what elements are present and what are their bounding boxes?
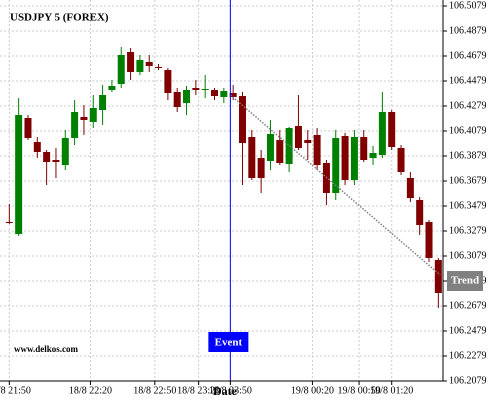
candle-body — [304, 140, 312, 143]
trend-line — [229, 94, 441, 276]
candle-body — [71, 112, 79, 138]
candle-body — [15, 115, 23, 234]
y-tick-label: 106.3279 — [449, 225, 487, 236]
y-tick-label: 106.2279 — [449, 350, 487, 361]
candle-body — [164, 70, 172, 93]
candle-body — [294, 126, 302, 148]
candle-body — [434, 260, 442, 293]
y-tick-label: 106.3479 — [449, 200, 487, 211]
x-tick-label: 18/8 23:20 — [177, 385, 220, 396]
y-tick-label: 106.3679 — [449, 175, 487, 186]
candle-body — [313, 135, 321, 165]
candle-body — [80, 117, 88, 120]
candle-body — [173, 92, 181, 107]
candle-body — [341, 136, 349, 180]
candle-body — [285, 128, 293, 164]
y-tick-label: 106.4479 — [449, 75, 487, 86]
candle-body — [61, 138, 69, 165]
candle-body — [388, 112, 396, 147]
x-tick-label: 18/8 22:50 — [133, 385, 176, 396]
candle-body — [117, 55, 125, 84]
candle-body — [248, 137, 256, 178]
marks — [5, 0, 442, 381]
watermark: www.delkos.com — [14, 344, 79, 354]
y-tick-label: 106.4679 — [449, 50, 487, 61]
candle-body — [266, 134, 274, 161]
y-tick-label: 106.4079 — [449, 125, 487, 136]
y-tick-label: 106.2679 — [449, 300, 487, 311]
candle-body — [397, 148, 405, 172]
candle-body — [416, 200, 424, 225]
candle-body — [425, 222, 433, 258]
y-tick-label: 106.5079 — [449, 0, 487, 11]
y-tick-label: 106.2079 — [449, 375, 487, 386]
candle-body — [89, 108, 97, 122]
y-tick-label: 106.4879 — [449, 25, 487, 36]
y-tick-label: 106.2479 — [449, 325, 487, 336]
trend-label-box — [447, 271, 483, 291]
event-label-box — [208, 332, 249, 352]
chart-title: USDJPY 5 (FOREX) — [10, 12, 109, 24]
candle-body — [332, 138, 340, 193]
x-tick-label: 19/8 01:20 — [370, 385, 413, 396]
candle-body — [108, 86, 116, 90]
candle-body — [5, 222, 13, 223]
candle-body — [257, 158, 265, 178]
x-tick-label: 18/8 22:20 — [69, 385, 112, 396]
y-tick-label: 106.3079 — [449, 250, 487, 261]
candle-body — [183, 90, 191, 103]
candle-body — [155, 67, 163, 68]
event-label: Event — [215, 337, 243, 349]
candle-body — [201, 89, 209, 90]
candle-body — [238, 96, 246, 143]
candle-body — [99, 95, 107, 110]
candle-body — [360, 137, 368, 160]
candle-body — [406, 178, 414, 198]
candle-body — [192, 88, 200, 90]
candle-body — [136, 60, 144, 72]
x-axis-title: Date — [213, 384, 238, 398]
x-tick-label: 18/8 21:50 — [0, 385, 31, 396]
x-tick-label: 19/8 00:20 — [291, 385, 334, 396]
candle-body — [350, 137, 358, 180]
x-tick-label: 19/8 00:50 — [338, 385, 381, 396]
candle-body — [229, 93, 237, 97]
trend-label: Trend — [451, 275, 479, 287]
y-tick-label: 106.3879 — [449, 150, 487, 161]
candle-body — [43, 152, 51, 162]
candle-body — [220, 91, 228, 97]
candle-body — [145, 62, 153, 66]
candle-body — [127, 52, 135, 72]
candle-body — [24, 118, 32, 138]
y-tick-label: 106.4279 — [449, 100, 487, 111]
candle-body — [369, 153, 377, 158]
candle-body — [52, 160, 60, 162]
candle-body — [211, 90, 219, 96]
candle-body — [378, 112, 386, 155]
axes: 106.2079106.2279106.2479106.2679106.2879… — [0, 0, 487, 396]
x-tick-label: 18/8 23:50 — [209, 385, 252, 396]
candle-body — [33, 142, 41, 152]
candle-body — [276, 140, 284, 163]
